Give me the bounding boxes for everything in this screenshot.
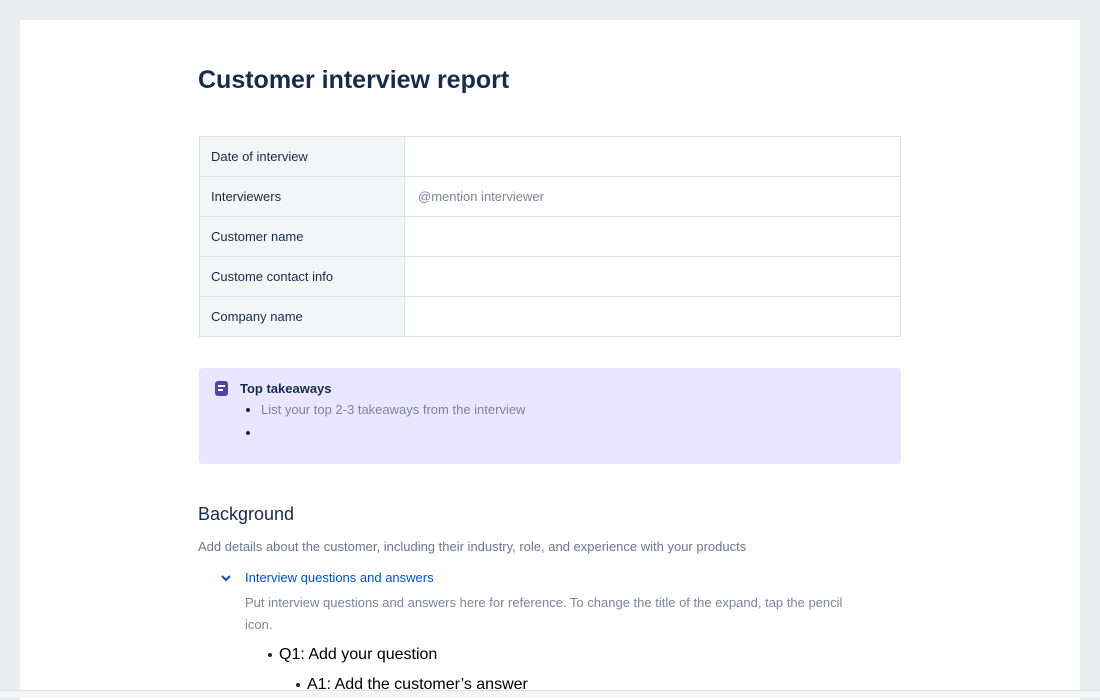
chevron-down-icon[interactable]: [220, 572, 232, 584]
background-heading: Background: [198, 504, 295, 524]
bullet: [296, 682, 300, 687]
row-label: Date of interview: [199, 136, 405, 177]
list-item-question[interactable]: Q1: Add your question: [268, 646, 437, 664]
table-row: Company name: [199, 296, 901, 337]
bullet: [268, 652, 272, 657]
row-value[interactable]: [404, 216, 901, 257]
takeaways-list: List your top 2-3 takeaways from the int…: [245, 398, 525, 444]
list-item[interactable]: List your top 2-3 takeaways from the int…: [261, 398, 525, 421]
background-description: Add details about the customer, includin…: [198, 539, 747, 554]
row-value[interactable]: [404, 296, 901, 337]
list-item-answer[interactable]: A1: Add the customer’s answer: [296, 676, 528, 694]
page-title[interactable]: Customer interview report: [198, 66, 510, 94]
question-text: Q1: Add your question: [279, 646, 438, 663]
row-value[interactable]: [404, 136, 901, 177]
list-item[interactable]: [261, 421, 525, 444]
note-icon: [215, 381, 228, 396]
row-label: Customer name: [199, 216, 405, 257]
row-value[interactable]: [404, 256, 901, 297]
bottom-bar: [0, 690, 1100, 697]
table-row: Interviewers @mention interviewer: [199, 176, 901, 217]
panel-title: Top takeaways: [240, 381, 332, 396]
table-row: Custome contact info: [199, 256, 901, 297]
row-label: Interviewers: [199, 176, 405, 217]
document-page: Customer interview report Date of interv…: [20, 20, 1080, 700]
row-value[interactable]: @mention interviewer: [404, 176, 901, 217]
info-table: Date of interview Interviewers @mention i…: [199, 136, 901, 337]
expand-title[interactable]: Interview questions and answers: [245, 570, 434, 585]
row-label: Company name: [199, 296, 405, 337]
takeaways-panel[interactable]: Top takeaways List your top 2-3 takeaway…: [199, 368, 901, 464]
answer-text: A1: Add the customer’s answer: [307, 676, 528, 693]
table-row: Date of interview: [199, 136, 901, 177]
row-label: Custome contact info: [199, 256, 405, 297]
expand-body: Put interview questions and answers here…: [245, 595, 843, 632]
table-row: Customer name: [199, 216, 901, 257]
